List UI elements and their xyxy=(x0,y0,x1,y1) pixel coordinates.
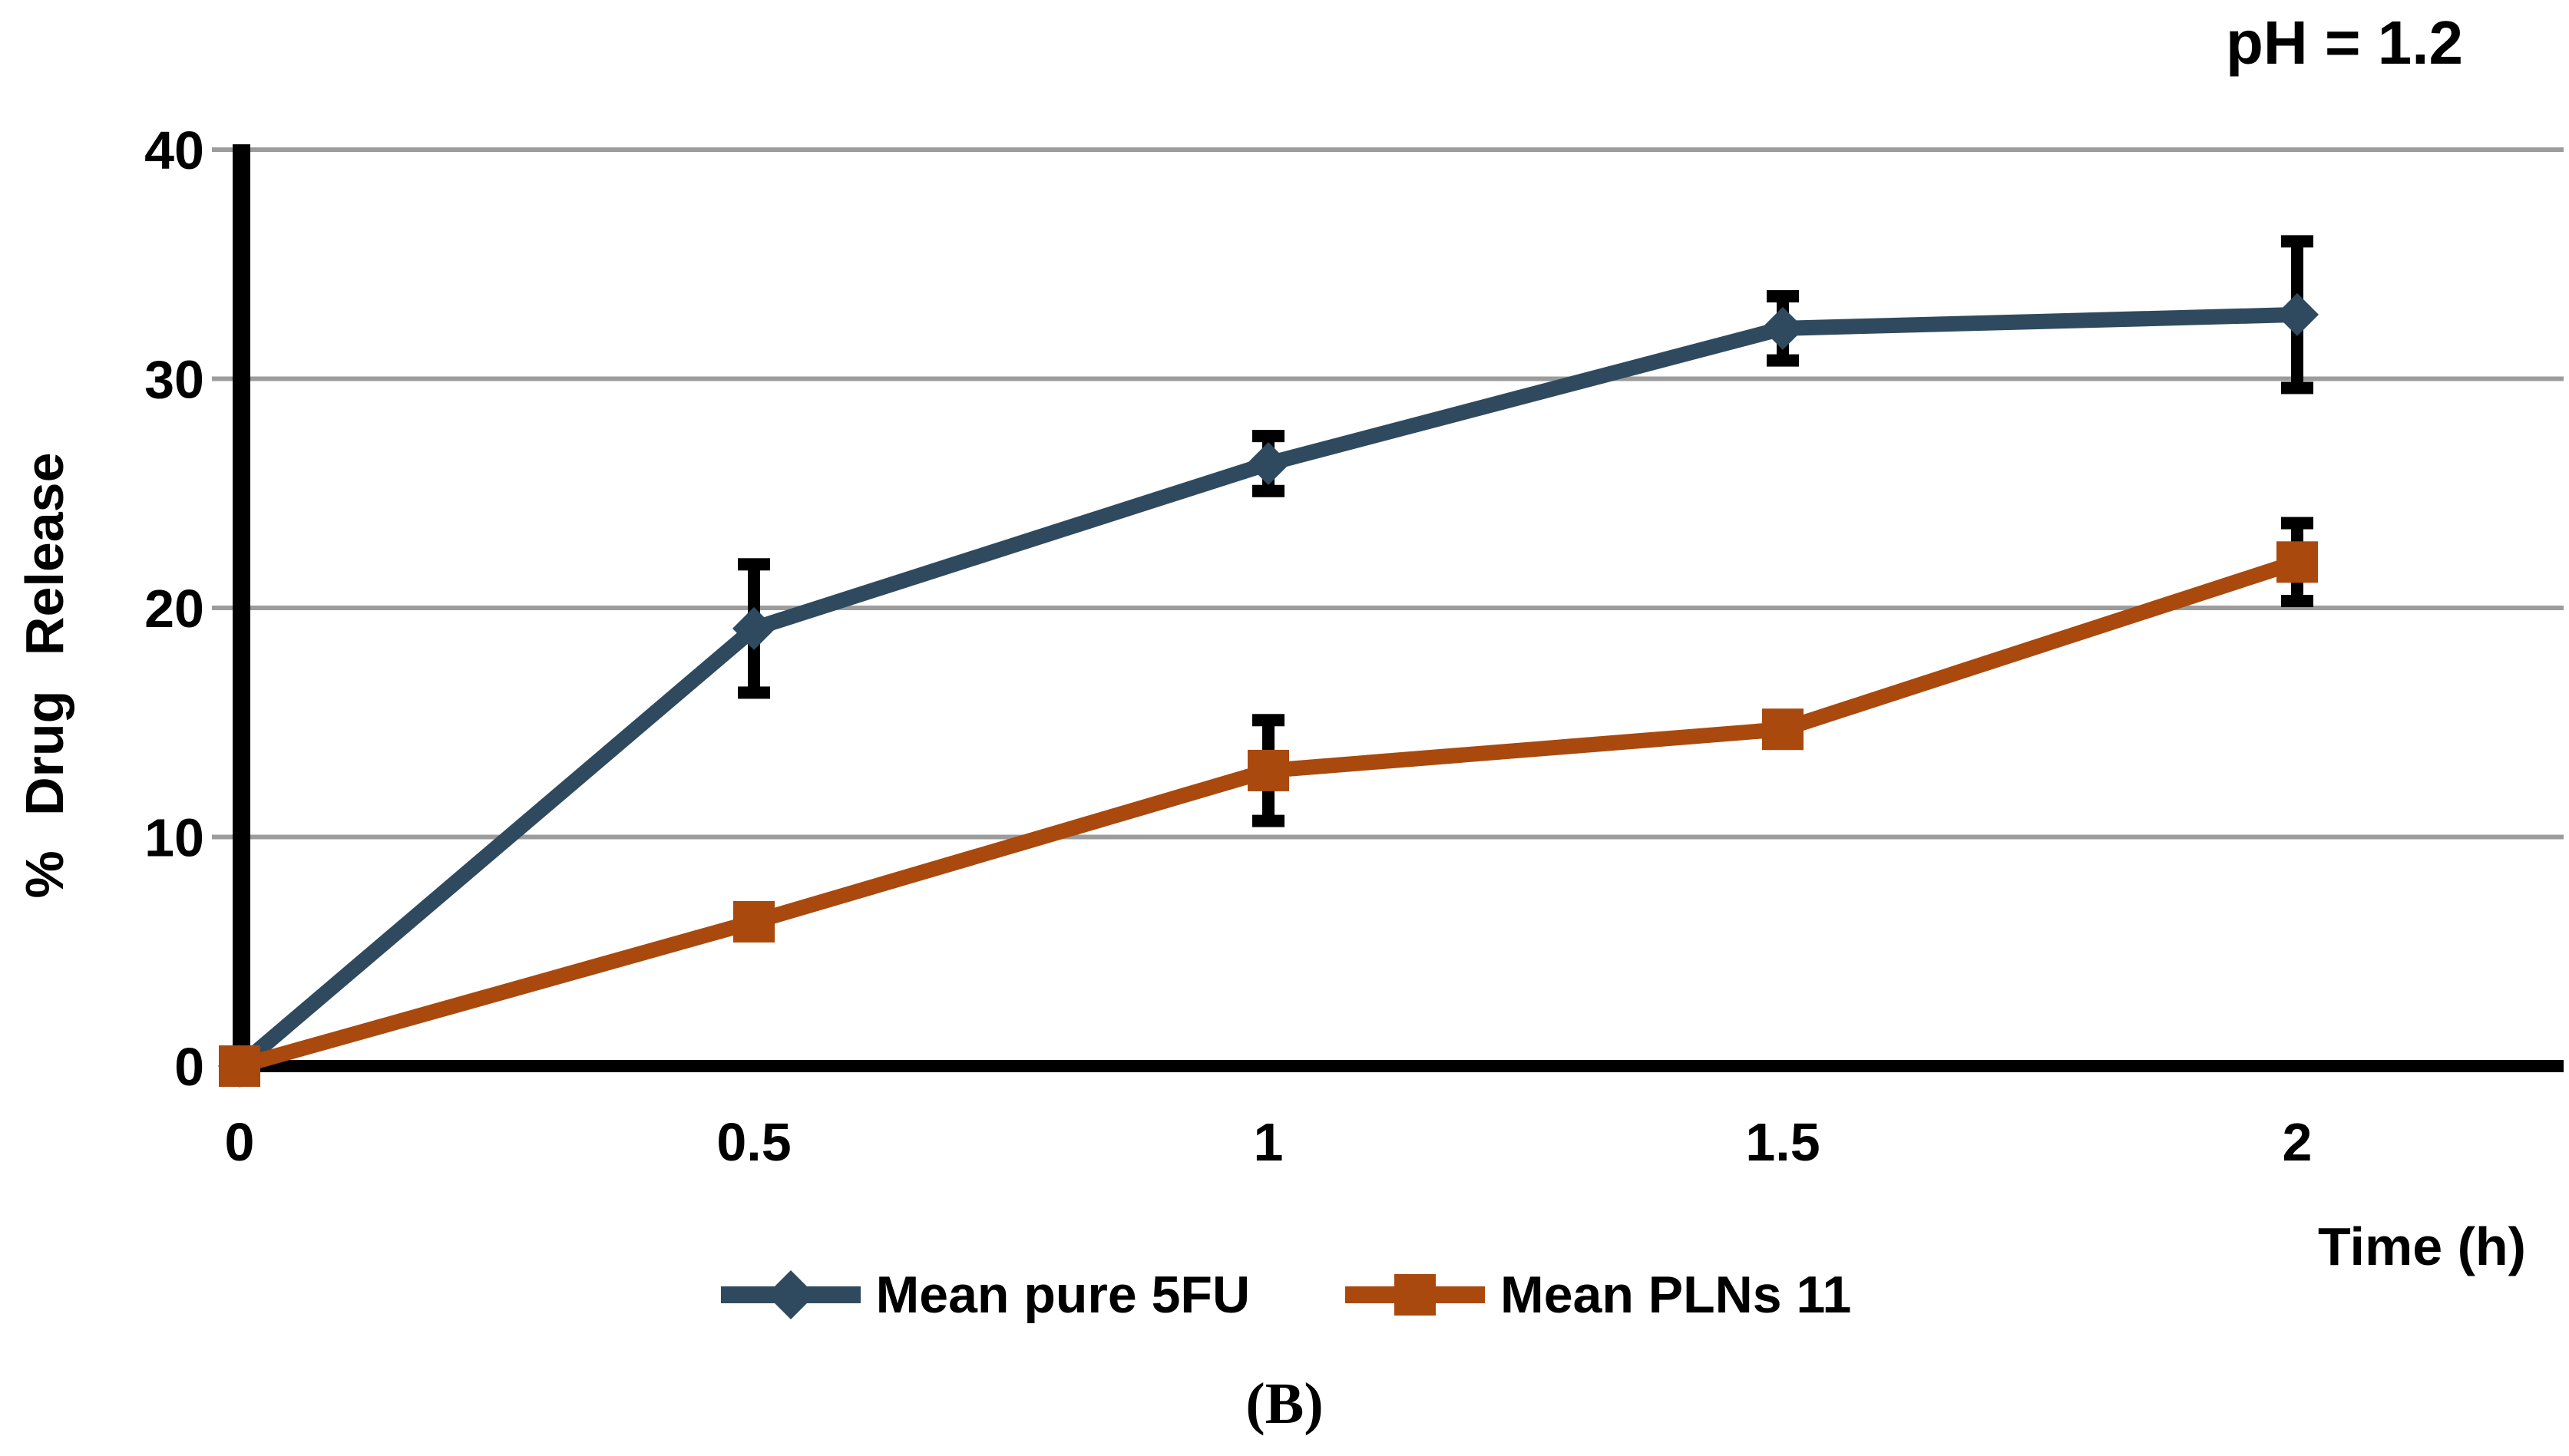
x-tick-label: 1.5 xyxy=(1745,1112,1820,1172)
y-tick-label: 20 xyxy=(144,579,204,639)
error-bar-cap xyxy=(2281,381,2313,395)
legend: Mean pure 5FU Mean PLNs 11 xyxy=(0,1265,2569,1325)
marker-diamond xyxy=(765,1270,815,1319)
error-bar-cap xyxy=(2281,595,2313,608)
y-tick-label: 10 xyxy=(144,808,204,868)
error-bar-cap xyxy=(1252,814,1284,827)
legend-diamond-swatch xyxy=(720,1270,861,1319)
error-bar-cap xyxy=(1252,430,1284,443)
y-axis-title: % Drug Release xyxy=(15,452,74,899)
y-axis-line xyxy=(233,144,250,1072)
y-tick-label: 0 xyxy=(174,1037,204,1097)
x-axis-line xyxy=(233,1060,2564,1072)
series-line-1 xyxy=(234,306,2298,1072)
error-bar-cap xyxy=(738,686,770,699)
figure-caption: (B) xyxy=(1245,1372,1324,1436)
y-tick-label: 40 xyxy=(144,121,204,180)
legend-item-2: Mean PLNs 11 xyxy=(1342,1265,1851,1325)
error-bar-cap xyxy=(1252,714,1284,727)
error-bar-cap xyxy=(1252,484,1284,497)
x-tick-label: 0 xyxy=(225,1112,255,1172)
marker-square xyxy=(2276,541,2318,583)
marker-diamond xyxy=(1247,441,1290,485)
x-tick-label: 1 xyxy=(1254,1112,1284,1172)
marker-diamond xyxy=(732,606,775,650)
marker-square xyxy=(1248,749,1289,791)
legend-label: Mean PLNs 11 xyxy=(1500,1266,1852,1324)
error-bar-cap xyxy=(1767,354,1799,367)
marker-square xyxy=(1762,708,1804,751)
marker-square xyxy=(733,900,775,943)
legend-label: Mean pure 5FU xyxy=(875,1266,1251,1324)
x-axis-title: Time (h) xyxy=(2318,1217,2526,1276)
chart-title: pH = 1.2 xyxy=(2225,8,2463,77)
marker-diamond xyxy=(2276,292,2319,336)
legend-item-1: Mean pure 5FU xyxy=(718,1265,1250,1325)
x-tick-label: 0.5 xyxy=(716,1112,791,1172)
marker-diamond xyxy=(1761,306,1804,350)
legend-square-swatch xyxy=(1345,1274,1486,1316)
y-tick-label: 30 xyxy=(144,350,204,410)
error-bar-cap xyxy=(2281,235,2313,248)
error-bar-cap xyxy=(1767,290,1799,303)
marker-square xyxy=(219,1045,260,1087)
x-tick-label: 2 xyxy=(2283,1112,2313,1172)
error-bar-cap xyxy=(2281,517,2313,530)
marker-square xyxy=(1394,1274,1437,1316)
error-bar-cap xyxy=(738,558,770,571)
